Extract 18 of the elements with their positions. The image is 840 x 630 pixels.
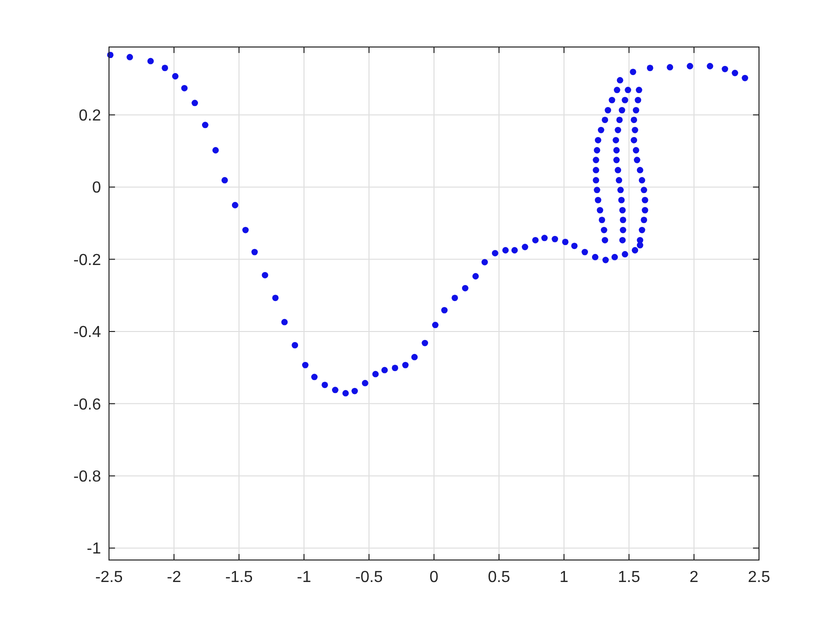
y-tick-label: -0.2 xyxy=(73,252,102,269)
x-tick-label: -1.5 xyxy=(225,569,253,586)
x-tick-label: -1 xyxy=(296,569,312,586)
x-tick-label: -2 xyxy=(166,569,182,586)
y-tick-label: 0 xyxy=(92,180,102,197)
x-tick-label: 1 xyxy=(560,569,569,586)
y-tick-label: -0.8 xyxy=(73,468,102,486)
x-tick-label: 2.5 xyxy=(748,569,770,586)
x-tick-label: -0.5 xyxy=(355,569,383,586)
x-tick-label: -2.5 xyxy=(95,569,123,586)
y-tick-label: 0.2 xyxy=(78,107,102,124)
y-tick-label: -0.6 xyxy=(73,396,102,414)
y-tick-label: -0.4 xyxy=(73,324,102,342)
x-tick-label: 0.5 xyxy=(488,569,510,586)
x-tick-label: 2 xyxy=(690,569,699,586)
y-tick-label: -1 xyxy=(86,540,102,558)
x-tick-label: 1.5 xyxy=(618,569,640,586)
x-tick-label: 0 xyxy=(430,569,439,586)
